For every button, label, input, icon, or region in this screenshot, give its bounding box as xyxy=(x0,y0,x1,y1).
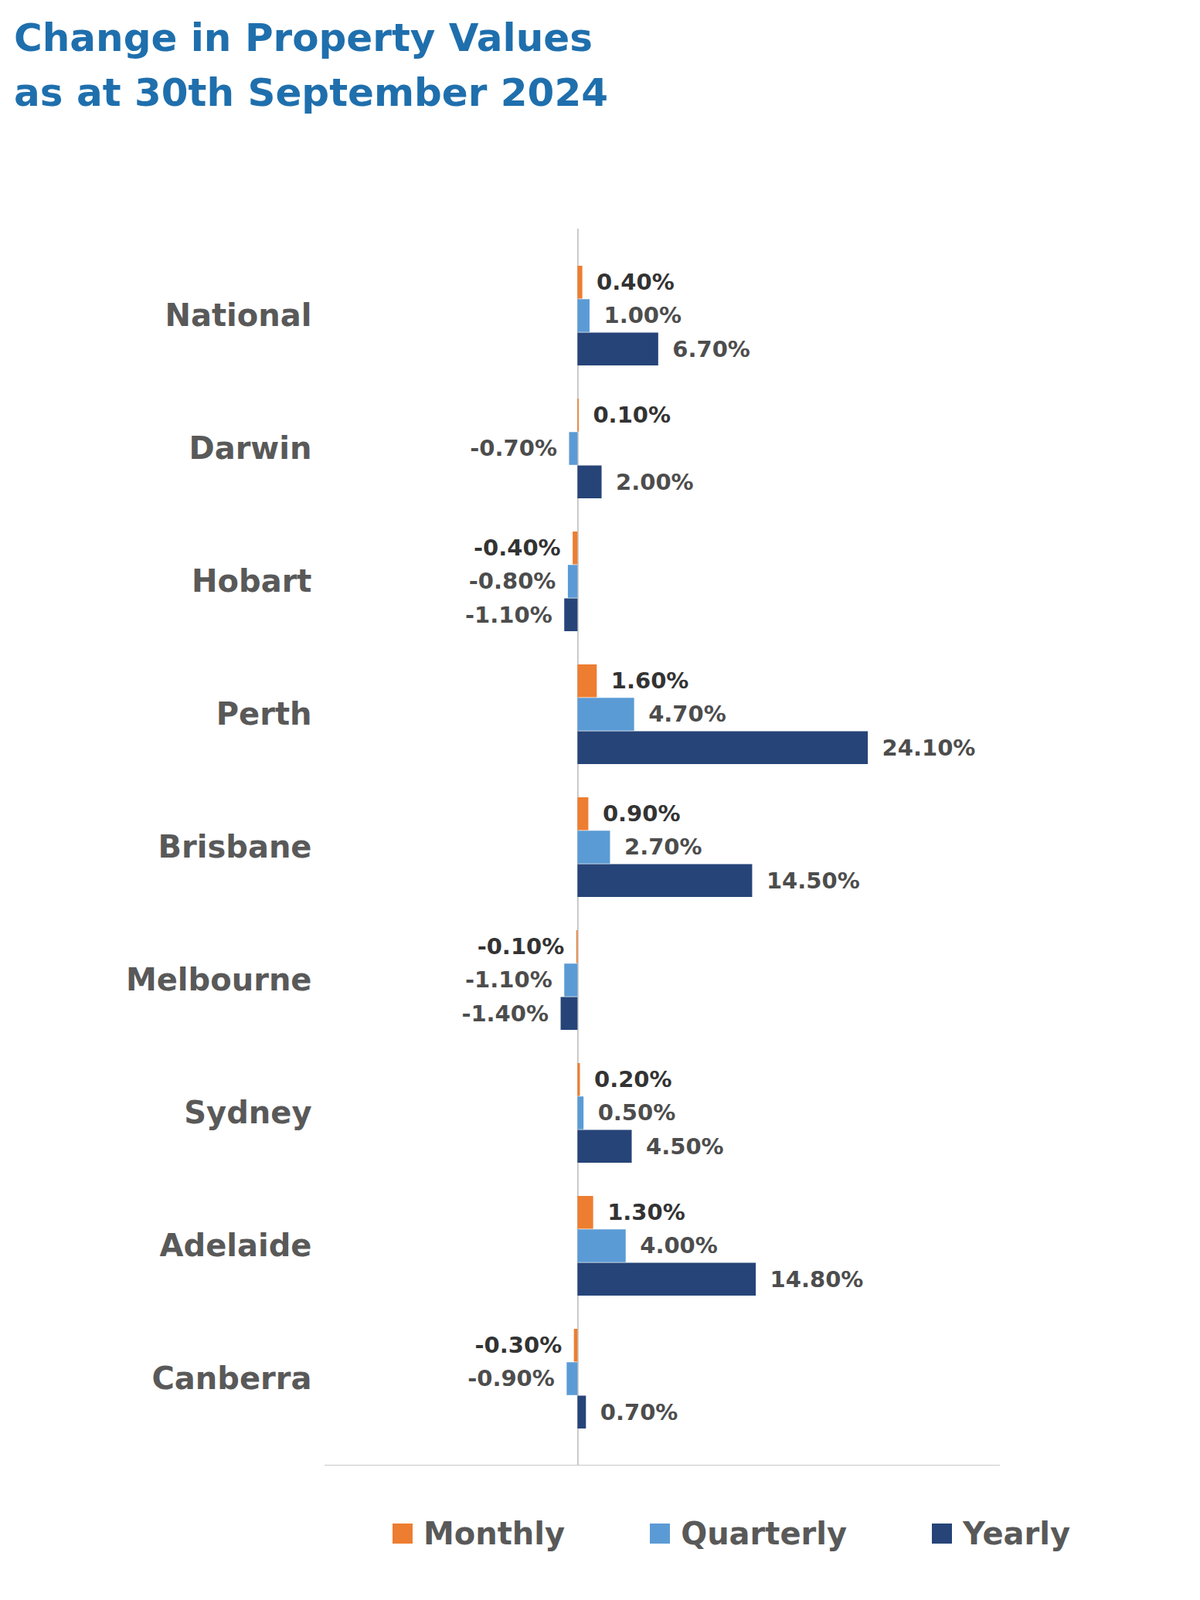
svg-text:Adelaide: Adelaide xyxy=(159,1227,313,1264)
svg-text:1.30%: 1.30% xyxy=(607,1199,686,1226)
svg-text:Sydney: Sydney xyxy=(183,1094,312,1131)
svg-text:-0.30%: -0.30% xyxy=(475,1332,563,1359)
svg-text:4.70%: 4.70% xyxy=(648,700,727,728)
svg-text:1.00%: 1.00% xyxy=(603,302,682,329)
svg-text:6.70%: 6.70% xyxy=(672,336,751,363)
svg-text:-0.40%: -0.40% xyxy=(473,534,561,561)
svg-text:0.10%: 0.10% xyxy=(592,401,671,429)
svg-text:0.40%: 0.40% xyxy=(596,268,675,296)
svg-text:-1.10%: -1.10% xyxy=(465,601,553,629)
svg-text:0.50%: 0.50% xyxy=(598,1099,677,1126)
svg-text:Hobart: Hobart xyxy=(191,563,312,599)
html-text:Change in Property Values as a: Change in Property Values as at 30th Sep… xyxy=(13,15,609,116)
svg-text:24.10%: 24.10% xyxy=(882,734,976,762)
svg-text:14.80%: 14.80% xyxy=(770,1266,864,1293)
svg-text:-0.70%: -0.70% xyxy=(469,435,558,462)
html-text:Monthly: Monthly xyxy=(423,1516,565,1552)
svg-text:-1.10%: -1.10% xyxy=(465,966,553,993)
svg-text:-0.10%: -0.10% xyxy=(477,933,565,960)
svg-text:Canberra: Canberra xyxy=(151,1360,312,1397)
svg-text:14.50%: 14.50% xyxy=(766,867,861,895)
svg-text:Perth: Perth xyxy=(216,696,313,732)
svg-text:0.20%: 0.20% xyxy=(594,1066,673,1093)
svg-text:-0.80%: -0.80% xyxy=(469,567,557,595)
html-text:Quarterly: Quarterly xyxy=(680,1516,847,1552)
svg-text:4.00%: 4.00% xyxy=(639,1232,718,1259)
svg-text:Melbourne: Melbourne xyxy=(125,962,313,998)
svg-text:-0.90%: -0.90% xyxy=(467,1365,555,1392)
svg-text:Darwin: Darwin xyxy=(188,430,312,466)
svg-text:0.70%: 0.70% xyxy=(600,1399,679,1426)
svg-text:0.90%: 0.90% xyxy=(602,800,681,827)
svg-text:2.00%: 2.00% xyxy=(615,469,694,496)
svg-text:2.70%: 2.70% xyxy=(624,833,703,861)
svg-text:-1.40%: -1.40% xyxy=(461,1000,549,1027)
svg-text:4.50%: 4.50% xyxy=(645,1133,725,1160)
html-text:Yearly: Yearly xyxy=(962,1516,1071,1552)
svg-text:1.60%: 1.60% xyxy=(611,667,690,694)
svg-text:Brisbane: Brisbane xyxy=(158,829,313,865)
svg-text:National: National xyxy=(165,297,313,334)
